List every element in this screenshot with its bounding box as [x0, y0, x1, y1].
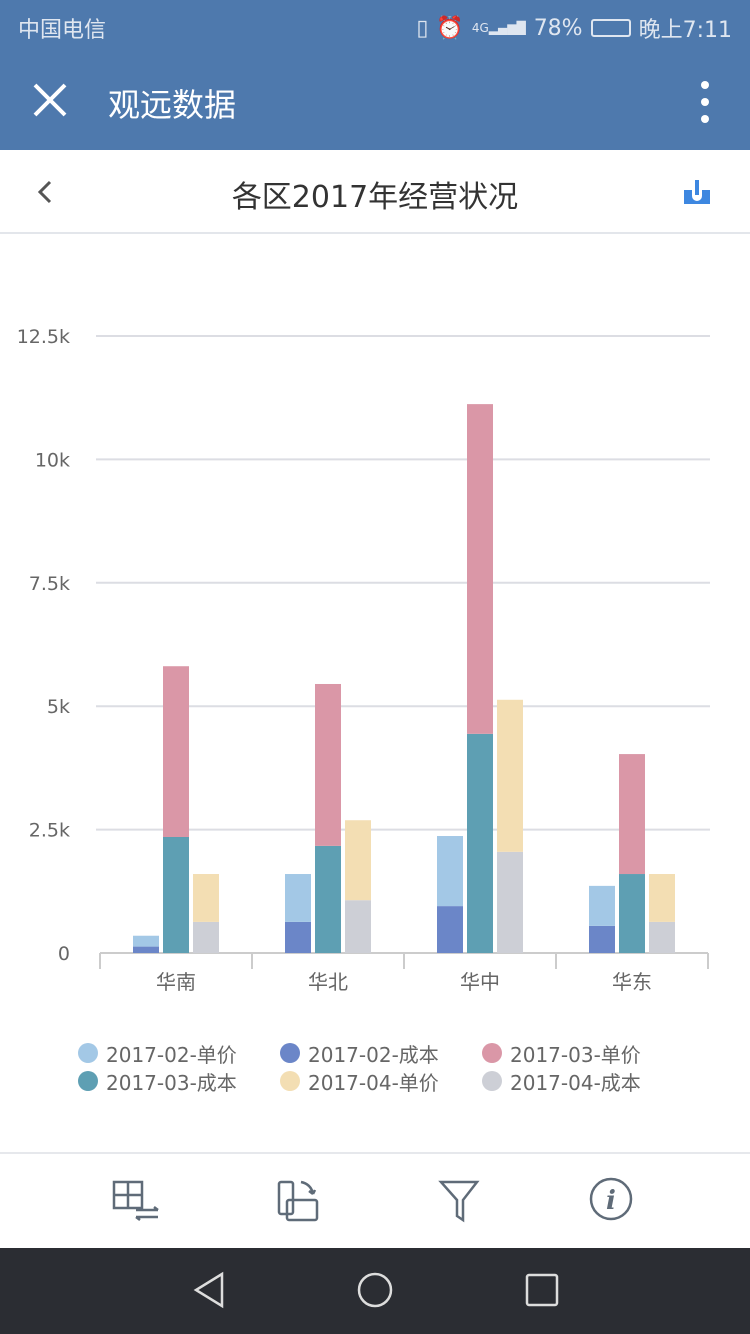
x-tick-label: 华南 [156, 970, 196, 994]
legend-item[interactable]: 2017-04-成本 [482, 1068, 684, 1095]
legend-item[interactable]: 2017-02-单价 [78, 1040, 280, 1067]
y-tick-label: 5k [47, 696, 70, 718]
nav-recents-icon[interactable] [522, 1270, 562, 1310]
legend-item[interactable]: 2017-02-成本 [280, 1040, 482, 1067]
system-nav-bar [0, 1248, 750, 1334]
legend-label: 2017-03-单价 [510, 1042, 641, 1067]
x-tick-label: 华东 [612, 970, 652, 994]
legend-swatch [280, 1071, 300, 1091]
bar-2017-04-成本[interactable] [649, 921, 675, 953]
bar-2017-04-单价[interactable] [193, 874, 219, 922]
legend-label: 2017-02-成本 [308, 1042, 439, 1067]
nav-home-icon[interactable] [355, 1270, 395, 1310]
legend-item[interactable]: 2017-04-单价 [280, 1068, 482, 1095]
battery-icon [590, 19, 631, 37]
close-icon[interactable] [30, 80, 70, 120]
bar-2017-04-单价[interactable] [497, 699, 523, 852]
bar-2017-04-单价[interactable] [345, 820, 371, 901]
bar-2017-02-单价[interactable] [133, 935, 159, 947]
bar-2017-03-成本[interactable] [315, 845, 341, 953]
legend-label: 2017-04-成本 [510, 1070, 641, 1095]
page-header: 各区2017年经营状况 [0, 150, 750, 234]
legend-swatch [280, 1043, 300, 1063]
nav-back-icon[interactable] [190, 1270, 230, 1310]
signal-icon: 4G▂▄▆█ [471, 21, 526, 35]
pivot-table-icon[interactable] [110, 1176, 160, 1226]
legend-item[interactable]: 2017-03-单价 [482, 1040, 684, 1067]
bar-2017-03-单价[interactable] [467, 404, 493, 734]
bar-2017-04-单价[interactable] [649, 874, 675, 922]
more-menu-icon[interactable] [700, 80, 710, 124]
stacked-bar-chart: 0 2.5k 5k 7.5k 10k 12.5k 华南 华北 华中 华东 [17, 326, 710, 994]
status-bar: 中国电信 ▯ ⏰ 4G▂▄▆█ 78% 晚上7:11 [0, 0, 750, 52]
bar-2017-02-单价[interactable] [285, 874, 311, 922]
bar-2017-03-成本[interactable] [163, 837, 189, 953]
bar-2017-03-单价[interactable] [619, 754, 645, 875]
alarm-icon: ⏰ [436, 15, 464, 41]
bar-2017-04-成本[interactable] [345, 900, 371, 953]
vibrate-icon: ▯ [416, 15, 429, 41]
bar-2017-03-成本[interactable] [467, 733, 493, 953]
y-tick-label: 0 [58, 943, 70, 965]
info-icon[interactable]: i [586, 1176, 636, 1226]
x-tick-label: 华中 [460, 970, 500, 994]
bar-2017-03-单价[interactable] [163, 666, 189, 838]
x-tick-label: 华北 [308, 970, 348, 994]
bottom-toolbar: i [0, 1152, 750, 1248]
legend-item[interactable]: 2017-03-成本 [78, 1068, 280, 1095]
bar-2017-04-成本[interactable] [193, 921, 219, 953]
bar-2017-02-单价[interactable] [589, 885, 615, 926]
y-tick-label: 2.5k [29, 820, 70, 842]
page-title: 各区2017年经营状况 [231, 180, 519, 215]
bar-2017-04-成本[interactable] [497, 851, 523, 953]
bar-2017-02-成本[interactable] [133, 946, 159, 953]
svg-text:i: i [606, 1186, 616, 1216]
bar-2017-02-成本[interactable] [285, 921, 311, 953]
download-icon[interactable] [682, 180, 712, 206]
clock: 晚上7:11 [638, 18, 732, 43]
bar-2017-02-成本[interactable] [437, 906, 463, 953]
back-icon[interactable] [32, 176, 62, 208]
chart-legend: 2017-02-单价 2017-02-成本 2017-03-单价 2017-03-成本… [78, 1040, 698, 1095]
y-tick-label: 12.5k [17, 326, 70, 348]
legend-label: 2017-04-单价 [308, 1070, 439, 1095]
legend-label: 2017-03-成本 [106, 1070, 237, 1095]
bar-2017-02-成本[interactable] [589, 925, 615, 953]
legend-label: 2017-02-单价 [106, 1042, 237, 1067]
filter-icon[interactable] [435, 1176, 485, 1226]
legend-swatch [78, 1071, 98, 1091]
bar-2017-02-单价[interactable] [437, 836, 463, 907]
legend-swatch [78, 1043, 98, 1063]
rotate-screen-icon[interactable] [275, 1176, 325, 1226]
legend-swatch [482, 1071, 502, 1091]
y-tick-label: 10k [35, 449, 70, 471]
app-bar: 观远数据 [0, 52, 750, 150]
legend-swatch [482, 1043, 502, 1063]
bar-2017-03-成本[interactable] [619, 874, 645, 953]
network-type: 4G [471, 21, 489, 35]
bar-2017-03-单价[interactable] [315, 683, 341, 846]
battery-percent: 78% [533, 15, 583, 41]
carrier: 中国电信 [18, 18, 107, 43]
app-title: 观远数据 [108, 86, 237, 124]
y-tick-label: 7.5k [29, 573, 70, 595]
